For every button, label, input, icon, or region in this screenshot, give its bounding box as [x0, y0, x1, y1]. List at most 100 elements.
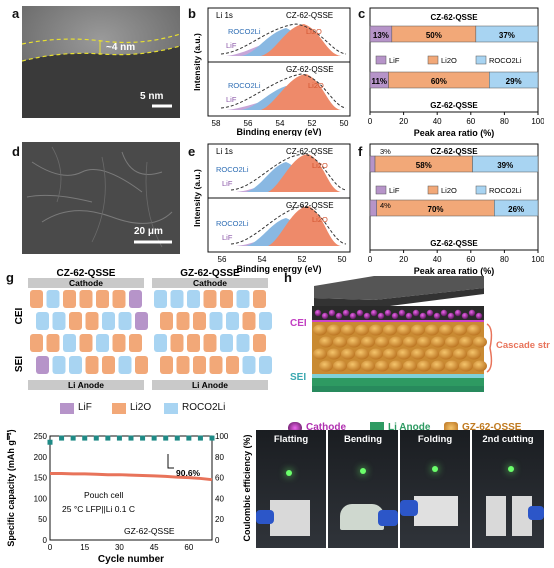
c-xlabel: Peak area ratio (%) — [414, 128, 495, 138]
interphase-block — [112, 334, 126, 352]
g-legend-li2o: Li2O — [130, 402, 152, 413]
thickness-annotation: ~4 nm — [106, 42, 136, 53]
interphase-block — [259, 356, 272, 374]
bar-f-0-0 — [369, 155, 376, 173]
y2-tick: 20 — [215, 515, 224, 524]
xps-e-tick: 56 — [218, 255, 227, 264]
bar-chart-f: CZ-62-QSSE GZ-62-QSSE 58% 39% 70% 26% 3% 4%… — [368, 143, 544, 276]
panel-label-f: f — [358, 144, 363, 159]
xps-b-tick: 50 — [340, 119, 349, 128]
gz-particle — [417, 360, 431, 372]
interphase-block — [52, 312, 66, 330]
interphase-block — [85, 312, 99, 330]
photo-cutting: 2nd cutting — [472, 430, 544, 548]
interphase-block — [135, 356, 148, 374]
y-tick: 150 — [34, 474, 48, 483]
tile-label-cutting: 2nd cutting — [482, 434, 534, 445]
tem-image: ~4 nm 5 nm — [22, 6, 180, 118]
cathode-particle — [321, 312, 329, 320]
cathode-particle — [342, 309, 350, 317]
interphase-block — [79, 334, 93, 352]
gz-particle — [453, 324, 467, 336]
cathode-particle — [391, 312, 399, 320]
scale-bar-label: 5 nm — [140, 91, 164, 102]
interphase-block — [160, 356, 173, 374]
bar-c-2-1 — [489, 71, 539, 89]
xps-b-roco-label2: ROCO2Li — [228, 81, 261, 90]
c-legend: LiF Li2O ROCO2Li — [375, 55, 522, 65]
interphase-block — [236, 290, 250, 308]
x-tick: 0 — [368, 117, 373, 126]
cathode-particle — [398, 309, 406, 317]
y2-tick: 80 — [215, 453, 224, 462]
gz-particle — [361, 360, 375, 372]
interphase-schematic: CEI SEI CZ-62-QSSE GZ-62-QSSE Cathode Ca… — [14, 268, 272, 390]
ce-point — [174, 435, 180, 441]
gz-particle — [327, 348, 341, 360]
gz-particle — [459, 360, 473, 372]
ce-point — [105, 435, 111, 441]
interphase-block — [30, 334, 43, 352]
gz-particle — [341, 348, 355, 360]
h-legend-anode: Li Anode — [388, 422, 431, 433]
i-ylabel: Specific capacity (mAh g⁻¹) — [6, 429, 16, 546]
interphase-block — [112, 290, 126, 308]
xps-b-ylabel: Intensity (a.u.) — [192, 33, 202, 91]
gz-particle — [313, 348, 327, 360]
interphase-block — [96, 334, 109, 352]
bar-label: 11% — [371, 77, 387, 86]
x-tick: 100 — [531, 117, 544, 126]
cathode-particle — [356, 309, 364, 317]
x-tick: 45 — [150, 543, 159, 552]
x-tick: 40 — [433, 117, 442, 126]
gz-particle — [431, 336, 445, 348]
cathode-particle — [370, 309, 378, 317]
ce-point — [82, 435, 88, 441]
interphase-block — [253, 290, 266, 308]
gz-particle — [369, 324, 383, 336]
xps-e-peak: Li 1s — [216, 147, 233, 156]
xps-chart-e: Li 1s CZ-62-QSSE GZ-62-QSSE ROCO2Li LiF … — [192, 143, 351, 274]
bar-f-2-1 — [494, 199, 539, 217]
photo-flatting: Flatting — [256, 430, 326, 548]
y2-tick: 60 — [215, 474, 224, 483]
y2-tick: 0 — [215, 536, 220, 545]
interphase-block — [236, 334, 250, 352]
i-ann-conditions: 25 °C LFP||Li 0.1 C — [62, 504, 135, 514]
xps-e-li2o-label: Li2O — [312, 161, 328, 170]
interphase-block — [46, 334, 60, 352]
x-tick: 40 — [433, 255, 442, 264]
gz-particle — [417, 336, 431, 348]
interphase-block — [253, 334, 266, 352]
cathode-particle — [405, 312, 413, 320]
gz-particle — [347, 360, 361, 372]
cathode-particle — [475, 312, 483, 320]
cathode-particle — [426, 309, 434, 317]
gz-particle — [347, 336, 361, 348]
cathode-particle — [314, 309, 322, 317]
interphase-block — [170, 290, 184, 308]
interphase-block — [96, 290, 109, 308]
gz-particle — [319, 360, 333, 372]
xps-b-xlabel: Binding energy (eV) — [236, 127, 321, 136]
x-tick: 100 — [531, 255, 544, 264]
bar-f-0-1 — [369, 199, 377, 217]
bar-label: 39% — [497, 161, 513, 170]
gz-particle — [403, 360, 417, 372]
interphase-block — [46, 290, 60, 308]
x-tick: 60 — [466, 117, 475, 126]
interphase-block — [209, 312, 223, 330]
interphase-block — [102, 356, 115, 374]
xps-e-lif-label: LiF — [222, 179, 233, 188]
xps-b-lif-label: LiF — [226, 41, 237, 50]
gz-particle — [341, 324, 355, 336]
i-ann-sample: GZ-62-QSSE — [124, 526, 175, 536]
xps-b-peak: Li 1s — [216, 11, 233, 20]
interphase-block — [170, 334, 184, 352]
ce-point — [70, 435, 76, 441]
tile-label-folding: Folding — [417, 434, 453, 445]
f-bottom-title: GZ-62-QSSE — [430, 239, 478, 248]
xps-e-lif-label2: LiF — [222, 233, 233, 242]
panel-label-c: c — [358, 6, 366, 21]
cathode-particle — [468, 309, 476, 317]
